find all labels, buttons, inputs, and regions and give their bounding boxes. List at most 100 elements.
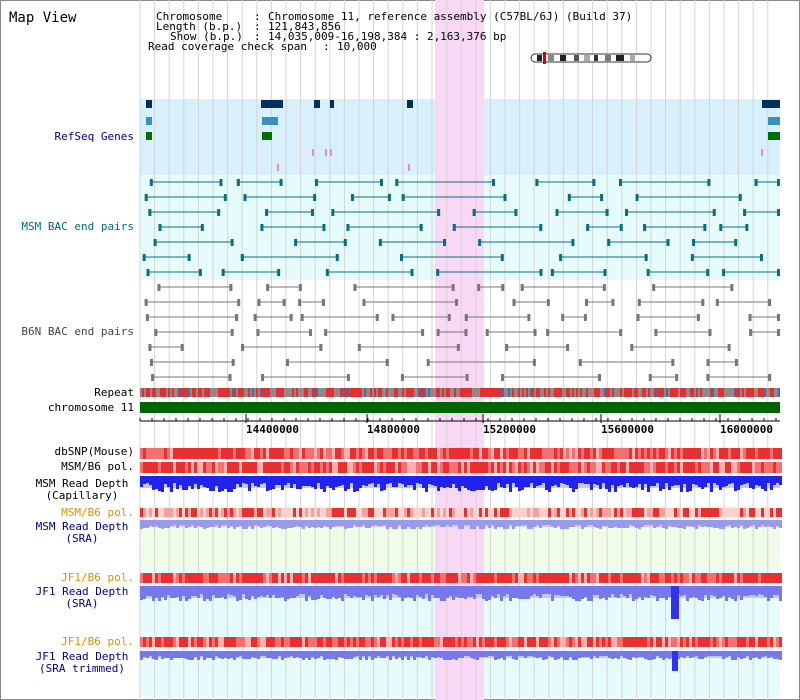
read-depth-bar bbox=[221, 476, 224, 491]
refseq-gene bbox=[262, 117, 278, 125]
polymorphism-segment bbox=[674, 448, 677, 459]
polymorphism-segment bbox=[449, 448, 452, 459]
polymorphism-segment bbox=[662, 637, 665, 647]
track-label-msm-bac[interactable]: MSM BAC end pairs bbox=[21, 220, 134, 233]
b6n-bac-pair-end bbox=[583, 314, 587, 321]
read-depth-bar bbox=[488, 476, 491, 490]
polymorphism-segment bbox=[485, 508, 488, 517]
read-depth-bar bbox=[407, 476, 410, 485]
msm-bac-pair-end bbox=[149, 179, 153, 186]
polymorphism-segment bbox=[257, 448, 260, 459]
polymorphism-segment bbox=[191, 573, 194, 583]
read-depth-bar bbox=[362, 520, 365, 525]
repeat-segment bbox=[296, 388, 298, 397]
track-label-dbsnp[interactable]: dbSNP(Mouse) bbox=[54, 445, 134, 458]
polymorphism-segment bbox=[236, 448, 239, 459]
track-label-msm-b6-pol-2[interactable]: MSM/B6 pol. bbox=[61, 506, 134, 519]
msm-bac-pair-end bbox=[387, 194, 391, 201]
polymorphism-segment bbox=[227, 462, 230, 473]
read-depth-bar bbox=[455, 586, 458, 597]
polymorphism-segment bbox=[524, 573, 527, 583]
polymorphism-segment bbox=[734, 573, 737, 583]
track-label-jf1-b6-pol-2[interactable]: JF1/B6 pol. bbox=[61, 635, 134, 648]
read-depth-bar bbox=[296, 520, 299, 526]
read-depth-bar bbox=[695, 520, 698, 529]
read-depth-bar bbox=[770, 651, 773, 657]
polymorphism-segment bbox=[686, 508, 689, 517]
polymorphism-segment bbox=[368, 448, 371, 459]
b6n-bac-pair-end bbox=[229, 284, 233, 291]
repeat-segment bbox=[698, 388, 700, 397]
polymorphism-segment bbox=[329, 462, 332, 473]
polymorphism-segment bbox=[350, 573, 353, 583]
track-label-msm-b6-pol[interactable]: MSM/B6 pol. bbox=[61, 460, 134, 473]
polymorphism-segment bbox=[533, 448, 536, 459]
ideogram-band bbox=[537, 55, 542, 61]
msm-bac-pair-end bbox=[571, 239, 575, 246]
read-depth-bar bbox=[767, 476, 770, 483]
polymorphism-segment bbox=[452, 573, 455, 583]
track-label-refseq-genes[interactable]: RefSeq Genes bbox=[54, 130, 134, 143]
read-depth-bar bbox=[689, 476, 692, 491]
polymorphism-segment bbox=[476, 448, 479, 459]
polymorphism-segment bbox=[527, 448, 530, 459]
msm-bac-pair-end bbox=[722, 269, 726, 276]
repeat-segment bbox=[334, 388, 336, 397]
track-label-repeat[interactable]: Repeat bbox=[94, 386, 134, 399]
b6n-bac-pair-end bbox=[289, 314, 293, 321]
read-depth-bar bbox=[368, 476, 371, 484]
read-depth-bar bbox=[653, 586, 656, 596]
read-depth-bar bbox=[500, 476, 503, 487]
track-label-msm-read-depth-sra[interactable]: MSM Read Depth (SRA) bbox=[35, 520, 129, 545]
polymorphism-segment bbox=[452, 637, 455, 647]
polymorphism-segment bbox=[197, 448, 200, 459]
polymorphism-segment bbox=[155, 573, 158, 583]
read-depth-bar bbox=[206, 651, 209, 658]
b6n-bac-pair-end bbox=[636, 314, 640, 321]
repeat-segment bbox=[416, 388, 418, 397]
read-depth-bar bbox=[392, 586, 395, 594]
repeat-segment bbox=[706, 388, 708, 397]
polymorphism-segment bbox=[548, 462, 551, 473]
repeat-segment bbox=[492, 388, 494, 397]
read-depth-bar bbox=[632, 520, 635, 526]
polymorphism-segment bbox=[344, 448, 347, 459]
polymorphism-segment bbox=[485, 448, 488, 459]
track-label-jf1-read-depth-sra[interactable]: JF1 Read Depth (SRA) bbox=[35, 585, 129, 610]
b6n-bac-pair-end bbox=[730, 284, 734, 291]
read-depth-bar bbox=[548, 586, 551, 594]
polymorphism-segment bbox=[767, 448, 770, 459]
polymorphism-segment bbox=[161, 462, 164, 473]
polymorphism-segment bbox=[401, 508, 404, 517]
read-depth-bar bbox=[578, 520, 581, 525]
track-label-jf1-read-depth-sra-trimmed[interactable]: JF1 Read Depth (SRA trimmed) bbox=[35, 650, 129, 675]
polymorphism-segment bbox=[632, 448, 635, 459]
polymorphism-segment bbox=[188, 637, 191, 647]
polymorphism-segment bbox=[512, 637, 515, 647]
track-label-jf1-b6-pol[interactable]: JF1/B6 pol. bbox=[61, 571, 134, 584]
polymorphism-segment bbox=[635, 573, 638, 583]
polymorphism-segment bbox=[296, 462, 299, 473]
read-depth-bar bbox=[455, 476, 458, 488]
repeat-segment bbox=[736, 388, 738, 397]
polymorphism-segment bbox=[464, 573, 467, 583]
track-label-b6n-bac[interactable]: B6N BAC end pairs bbox=[21, 325, 134, 338]
read-depth-bar bbox=[380, 586, 383, 595]
polymorphism-segment bbox=[314, 637, 317, 647]
read-depth-bar bbox=[410, 520, 413, 529]
read-depth-bar bbox=[416, 476, 419, 483]
read-depth-bar bbox=[242, 476, 245, 483]
repeat-segment bbox=[664, 388, 666, 397]
polymorphism-segment bbox=[578, 573, 581, 583]
polymorphism-segment bbox=[695, 462, 698, 473]
read-depth-bar bbox=[368, 520, 371, 528]
polymorphism-segment bbox=[257, 637, 260, 647]
polymorphism-segment bbox=[419, 462, 422, 473]
track-label-msm-read-depth-capillary[interactable]: MSM Read Depth (Capillary) bbox=[35, 477, 129, 502]
read-depth-bar bbox=[419, 520, 422, 529]
track-label-chromosome[interactable]: chromosome 11 bbox=[47, 401, 134, 414]
polymorphism-segment bbox=[461, 508, 464, 517]
read-depth-bar bbox=[170, 586, 173, 598]
polymorphism-segment bbox=[290, 462, 293, 473]
